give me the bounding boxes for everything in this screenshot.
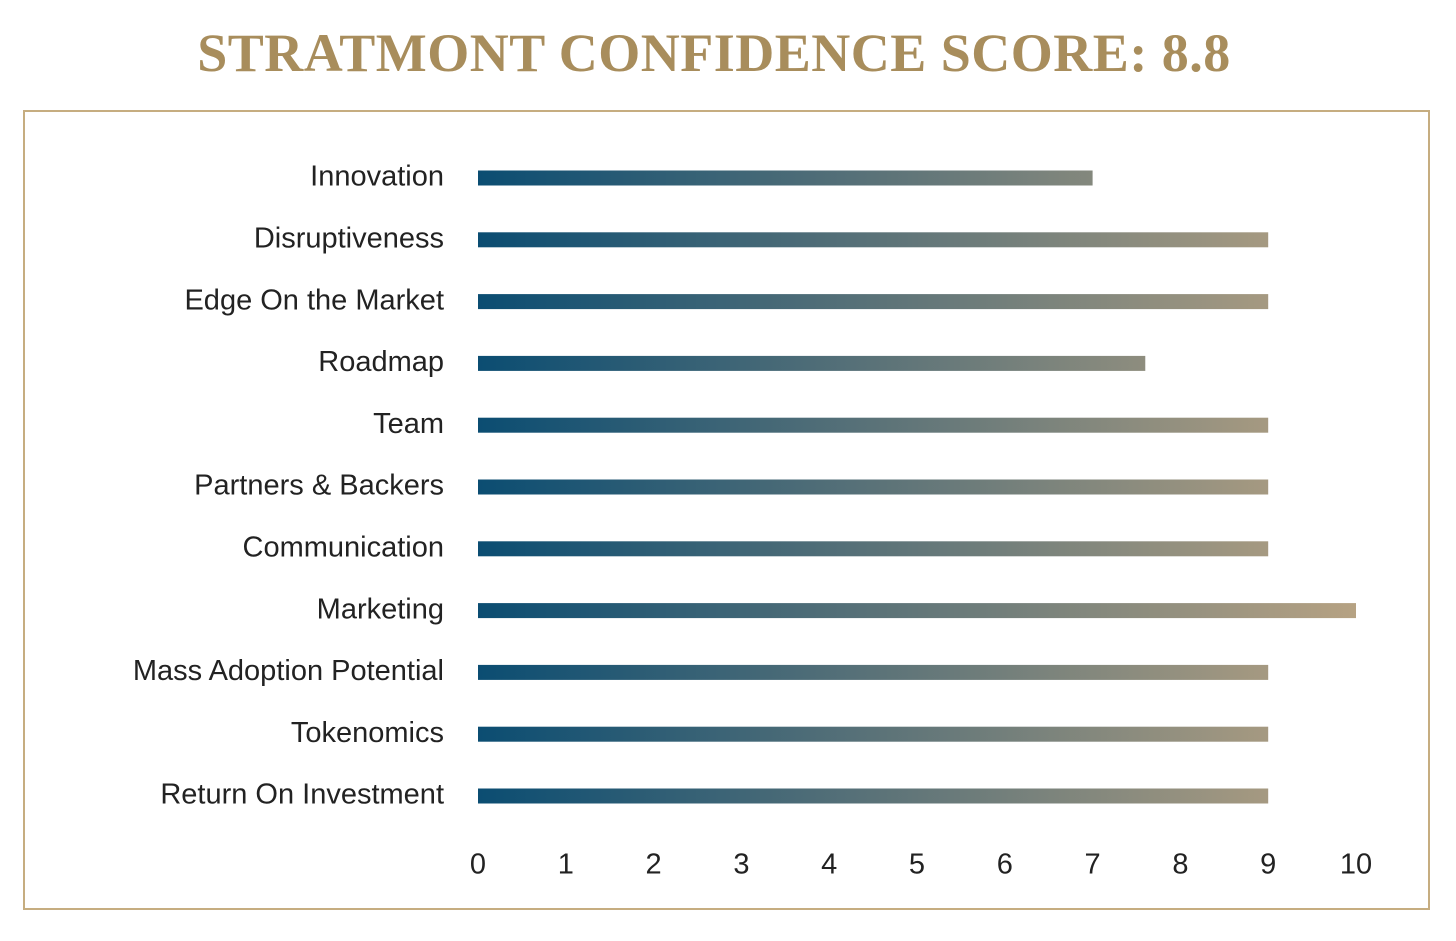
bar-mass-adoption-potential: [478, 664, 1269, 680]
category-label: Mass Adoption Potential: [133, 655, 444, 687]
category-label: Edge On the Market: [184, 284, 444, 316]
bar-disruptiveness: [478, 232, 1269, 248]
category-labels: Innovation Disruptiveness Edge On the Mark…: [133, 161, 444, 811]
bar-partners-backers: [478, 479, 1269, 495]
category-label: Communication: [243, 531, 444, 563]
bars-group: [478, 170, 1356, 804]
x-tick-label: 1: [558, 849, 574, 881]
chart-frame: [23, 110, 1430, 910]
bar-return-on-investment: [478, 788, 1269, 804]
bar-marketing: [478, 603, 1356, 619]
category-label: Partners & Backers: [194, 470, 444, 502]
x-tick-label: 4: [821, 849, 837, 881]
category-label: Tokenomics: [291, 717, 444, 749]
chart-title: STRATMONT CONFIDENCE SCORE: 8.8: [197, 23, 1231, 83]
category-label: Marketing: [317, 593, 444, 625]
x-axis-ticks: 0 1 2 3 4 5 6 7 8 9 10: [470, 849, 1372, 881]
x-tick-label: 10: [1340, 849, 1372, 881]
x-tick-label: 6: [997, 849, 1013, 881]
x-tick-label: 0: [470, 849, 486, 881]
x-tick-label: 8: [1172, 849, 1188, 881]
x-tick-label: 9: [1260, 849, 1276, 881]
category-label: Team: [373, 408, 444, 440]
x-tick-label: 5: [909, 849, 925, 881]
bar-communication: [478, 541, 1269, 557]
category-label: Roadmap: [318, 346, 444, 378]
bar-edge-on-the-market: [478, 294, 1269, 310]
bar-tokenomics: [478, 726, 1269, 742]
bar-roadmap: [478, 355, 1146, 371]
category-label: Disruptiveness: [254, 222, 444, 254]
x-tick-label: 3: [733, 849, 749, 881]
bar-team: [478, 417, 1269, 433]
x-tick-label: 2: [646, 849, 662, 881]
category-label: Return On Investment: [160, 779, 444, 811]
bar-innovation: [478, 170, 1093, 186]
x-tick-label: 7: [1085, 849, 1101, 881]
category-label: Innovation: [310, 161, 444, 193]
